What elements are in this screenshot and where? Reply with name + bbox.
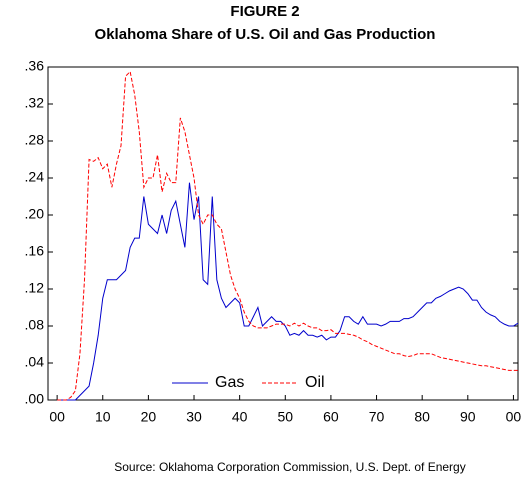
y-tick-label: .12 [25, 280, 45, 296]
x-tick-label: 50 [277, 409, 293, 425]
y-tick-label: .04 [25, 354, 45, 370]
source-note: Source: Oklahoma Corporation Commission,… [114, 460, 465, 474]
x-tick-label: 60 [323, 409, 339, 425]
chart-title: FIGURE 2 [230, 3, 299, 20]
x-tick-label: 40 [232, 409, 248, 425]
x-tick-label: 00 [506, 409, 522, 425]
y-tick-label: .36 [25, 58, 45, 74]
x-tick-label: 00 [49, 409, 65, 425]
y-tick-label: .08 [25, 317, 45, 333]
x-tick-label: 70 [369, 409, 385, 425]
y-tick-label: .00 [25, 391, 45, 407]
y-tick-label: .20 [25, 206, 45, 222]
series-line [57, 182, 519, 401]
x-tick-label: 20 [141, 409, 157, 425]
x-tick-label: 10 [95, 409, 111, 425]
y-tick-label: .24 [25, 169, 45, 185]
y-tick-label: .28 [25, 132, 45, 148]
legend-label: Gas [215, 374, 244, 391]
x-tick-label: 80 [414, 409, 430, 425]
chart-subtitle: Oklahoma Share of U.S. Oil and Gas Produ… [95, 26, 436, 43]
plot-frame [47, 66, 519, 401]
series-line [57, 70, 518, 401]
y-tick-label: .32 [25, 95, 45, 111]
x-tick-label: 90 [460, 409, 476, 425]
y-tick-label: .16 [25, 243, 45, 259]
x-tick-label: 30 [186, 409, 202, 425]
legend-label: Oil [305, 374, 325, 391]
